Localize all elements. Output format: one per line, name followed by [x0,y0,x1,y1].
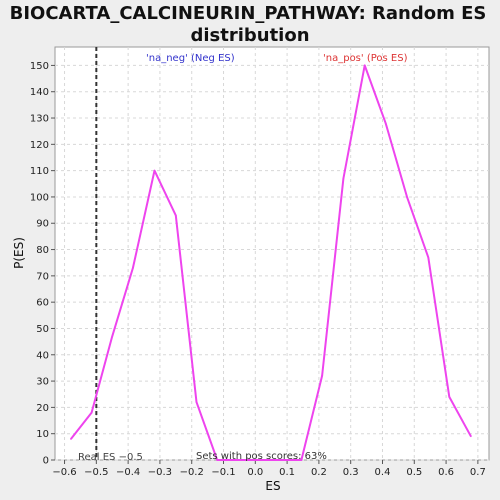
data-point [342,177,345,180]
data-point [153,169,156,172]
y-tick-label: 130 [30,114,49,125]
y-tick-label: 90 [36,219,49,230]
data-point [175,214,177,217]
chart-title-line-2: distribution [190,25,309,46]
chart-title-line-1: BIOCARTA_CALCINEURIN_PATHWAY: Random ES [10,3,487,24]
x-axis-label: ES [265,479,280,493]
data-point [111,335,114,338]
x-tick-label: 0.7 [470,467,486,478]
data-point [470,435,472,438]
data-point [300,459,303,461]
data-point [90,411,93,414]
data-point [406,196,408,198]
y-tick-label: 30 [36,377,49,388]
axes: −0.6 −0.5 −0.4 −0.3 −0.2 −0.1 0.0 0.1 0.2 0.3 0.4 0… [30,61,486,478]
grid [55,47,489,461]
plot-area [54,46,490,461]
x-tick-label: 0.6 [438,467,454,478]
data-point [132,267,134,269]
y-tick-label: 120 [30,140,49,151]
y-tick-label: 40 [36,350,49,361]
y-tick-label: 0 [43,456,49,467]
x-tick-label: 0.5 [406,467,422,478]
y-tick-label: 10 [36,429,49,440]
x-tick-label: −0.2 [180,467,204,478]
x-tick-label: −0.1 [211,467,235,478]
y-tick-label: 110 [30,166,49,177]
x-tick-label: 0.1 [279,467,295,478]
series-line [70,64,472,461]
data-point [195,401,198,403]
x-tick-label: −0.5 [84,467,108,478]
y-tick-label: 140 [30,87,49,98]
y-tick-label: 60 [36,298,49,309]
data-point [363,64,366,67]
pos-scores-label: Sets with pos scores: 63% [196,451,327,462]
real-es-label: Real ES −0.5 [78,452,143,463]
y-tick-label: 70 [36,271,49,282]
x-tick-label: −0.6 [52,467,76,478]
x-tick-label: 0.0 [247,467,263,478]
x-tick-label: 0.3 [343,467,359,478]
x-tick-label: 0.4 [375,467,391,478]
neg-es-label: 'na_neg' (Neg ES) [146,53,235,64]
x-tick-label: 0.2 [311,467,327,478]
data-point [384,122,387,125]
y-tick-label: 100 [30,192,49,203]
data-point [321,375,323,377]
y-tick-label: 80 [36,245,49,256]
y-tick-label: 20 [36,403,49,414]
series-points [70,64,472,461]
data-point [427,256,430,259]
data-point [237,459,239,461]
x-tick-label: −0.4 [116,467,140,478]
data-point [216,459,218,461]
data-point [257,459,260,461]
data-point [70,438,72,440]
data-point [448,396,451,398]
y-tick-label: 50 [36,324,49,335]
x-tick-label: −0.3 [148,467,172,478]
pos-es-label: 'na_pos' (Pos ES) [323,53,408,64]
y-tick-label: 150 [30,61,49,72]
data-point [278,459,280,461]
y-axis-label: P(ES) [12,237,26,269]
